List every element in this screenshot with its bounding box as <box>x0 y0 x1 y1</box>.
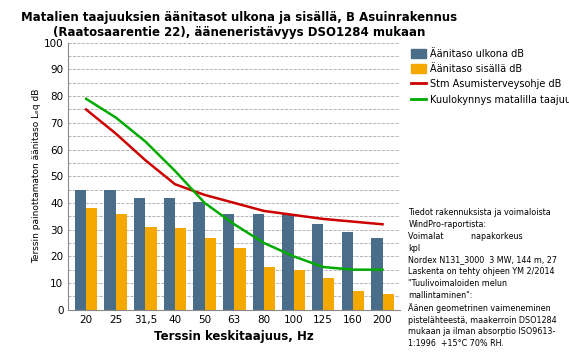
Bar <box>253 214 264 310</box>
Text: Matalien taajuuksien äänitasot ulkona ja sisällä, B Asuinrakennus
(Raatosaarenti: Matalien taajuuksien äänitasot ulkona ja… <box>21 11 457 39</box>
Bar <box>294 270 305 310</box>
Legend: Äänitaso ulkona dB, Äänitaso sisällä dB, Stm Asumisterveysohje dB, Kuulokynnys m: Äänitaso ulkona dB, Äänitaso sisällä dB,… <box>410 48 569 106</box>
Bar <box>353 291 364 310</box>
Bar <box>205 238 216 310</box>
Bar <box>234 248 246 310</box>
Bar <box>175 228 186 310</box>
Bar <box>193 201 205 310</box>
Y-axis label: Terssin painottamaton äänitaso Lₑq dB: Terssin painottamaton äänitaso Lₑq dB <box>32 89 41 263</box>
Bar <box>223 214 234 310</box>
Bar <box>382 294 394 310</box>
Bar <box>145 227 156 310</box>
Bar <box>86 208 97 310</box>
Bar <box>264 267 275 310</box>
Bar <box>371 238 382 310</box>
Bar <box>164 198 175 310</box>
Bar <box>282 214 294 310</box>
Bar <box>105 189 116 310</box>
Bar <box>116 214 127 310</box>
Bar <box>312 224 323 310</box>
Bar <box>323 278 335 310</box>
Text: Tiedot rakennuksista ja voimaloista
WindPro-raportista:
Voimalat           napak: Tiedot rakennuksista ja voimaloista Wind… <box>409 208 558 348</box>
Bar <box>134 198 145 310</box>
X-axis label: Terssin keskitaajuus, Hz: Terssin keskitaajuus, Hz <box>154 330 314 343</box>
Bar <box>341 232 353 310</box>
Bar <box>75 189 86 310</box>
